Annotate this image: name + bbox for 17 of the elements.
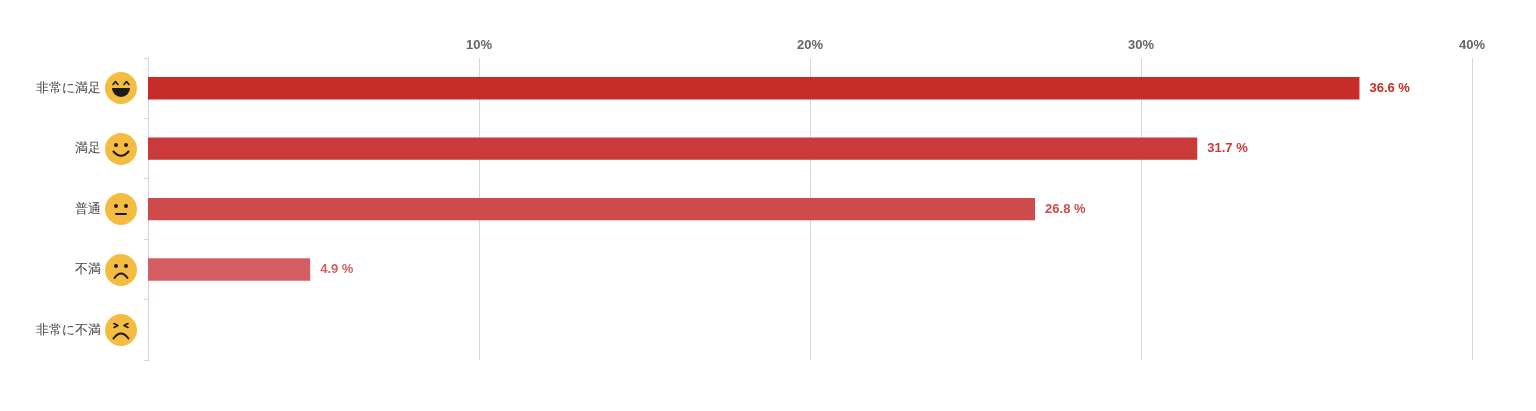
y-tick-label: 不満 [75, 261, 101, 277]
data-label: 36.6 % [1369, 79, 1411, 95]
bar [148, 137, 1198, 160]
x-tick-label: 30% [1127, 36, 1155, 52]
bar [148, 197, 1036, 221]
data-label: 4.9 % [320, 261, 354, 277]
bar [148, 77, 1360, 100]
y-tick-label: 非常に満足 [36, 79, 101, 95]
y-tick-label: 満足 [75, 140, 101, 156]
data-label: 26.8 % [1045, 200, 1086, 216]
bar [148, 258, 311, 281]
y-tick-label: 非常に不満 [36, 321, 101, 337]
y-tick-label: 普通 [75, 200, 101, 216]
x-tick-label: 10% [465, 36, 493, 52]
x-tick-label: 20% [796, 36, 824, 52]
x-tick-label: 40% [1458, 36, 1486, 52]
data-label: 31.7 % [1207, 140, 1249, 156]
